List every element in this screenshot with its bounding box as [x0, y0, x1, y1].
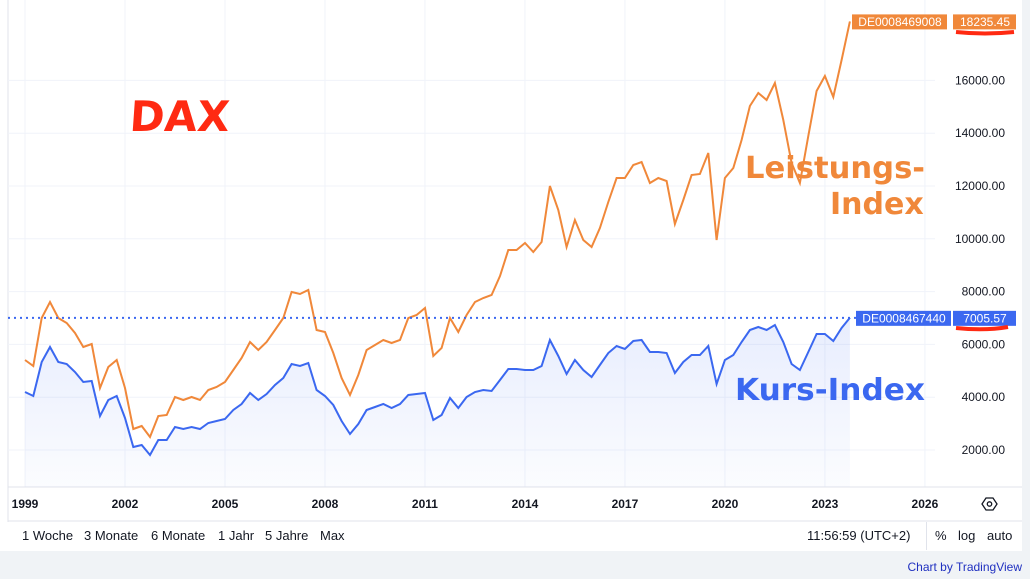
red-underline: [955, 30, 1015, 36]
kurs-annotation: Kurs-Index: [735, 373, 925, 408]
series-name: DE0008469008: [858, 15, 942, 29]
x-tick-label: 2008: [312, 497, 339, 511]
y-tick-label: 6000.00: [962, 337, 1006, 351]
y-tick-label: 14000.00: [955, 126, 1005, 140]
x-tick-label: 2005: [212, 497, 239, 511]
leistungs-annotation-2: Index: [830, 187, 924, 222]
series-line-DE0008467440[interactable]: [24, 317, 851, 457]
range-5-years[interactable]: 5 Jahre: [265, 528, 309, 543]
x-tick-label: 2002: [112, 497, 139, 511]
range-1-week[interactable]: 1 Woche: [22, 528, 74, 543]
last-value: 7005.57: [963, 311, 1007, 325]
x-tick-label: 2020: [712, 497, 739, 511]
y-tick-label: 16000.00: [955, 73, 1005, 87]
y-tick-label: 2000.00: [962, 443, 1006, 457]
kurs-area: [25, 317, 850, 487]
tradingview-credit[interactable]: Chart by TradingView: [907, 560, 1022, 574]
last-value-badge: [953, 14, 1016, 30]
last-value-badge: [953, 310, 1016, 326]
toolbar-divider: [926, 522, 927, 550]
range-6-months[interactable]: 6 Monate: [151, 528, 206, 543]
y-tick-label: 12000.00: [955, 179, 1005, 193]
x-tick-label: 2026: [912, 497, 939, 511]
auto-toggle[interactable]: auto: [987, 528, 1013, 543]
x-tick-label: 2011: [412, 497, 438, 511]
series-name-badge: [852, 14, 947, 30]
leistungs-annotation-1: Leistungs-: [745, 151, 925, 186]
settings-icon[interactable]: [981, 497, 998, 511]
y-tick-label: 8000.00: [962, 285, 1006, 299]
x-tick-label: 2023: [812, 497, 839, 511]
x-tick-label: 1999: [12, 497, 39, 511]
series-line-DE0008469008[interactable]: [24, 21, 851, 440]
y-tick-label: 4000.00: [962, 390, 1006, 404]
x-tick-label: 2017: [612, 497, 639, 511]
range-1-year[interactable]: 1 Jahr: [218, 528, 255, 543]
y-tick-label: 10000.00: [955, 232, 1005, 246]
last-value: 18235.45: [960, 15, 1010, 29]
series-name-badge: [856, 310, 951, 326]
series-name: DE0008467440: [862, 311, 946, 325]
red-underline: [955, 325, 1009, 332]
range-3-months[interactable]: 3 Monate: [84, 528, 139, 543]
log-toggle[interactable]: log: [958, 528, 976, 543]
bottom-toolbar: 1 Woche 3 Monate 6 Monate 1 Jahr 5 Jahre…: [0, 522, 1022, 550]
range-max[interactable]: Max: [320, 528, 345, 543]
x-tick-label: 2014: [512, 497, 539, 511]
percent-toggle[interactable]: %: [935, 528, 947, 543]
clock: 11:56:59 (UTC+2): [807, 528, 911, 543]
dax-annotation: DAX: [128, 92, 231, 141]
